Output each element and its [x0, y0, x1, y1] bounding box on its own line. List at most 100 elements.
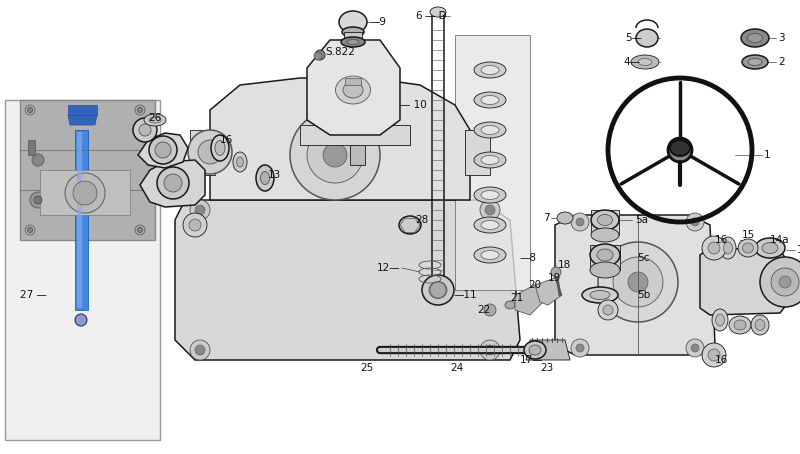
- Polygon shape: [140, 160, 205, 207]
- Circle shape: [598, 242, 678, 322]
- Ellipse shape: [591, 228, 619, 242]
- Ellipse shape: [505, 301, 515, 309]
- Text: 15: 15: [742, 230, 755, 240]
- Ellipse shape: [474, 92, 506, 108]
- Ellipse shape: [237, 157, 243, 167]
- Circle shape: [183, 213, 207, 237]
- Text: 5c: 5c: [637, 253, 650, 263]
- Ellipse shape: [734, 320, 746, 330]
- Text: 28: 28: [415, 215, 428, 225]
- Circle shape: [188, 130, 232, 174]
- Ellipse shape: [751, 315, 769, 335]
- Ellipse shape: [582, 287, 618, 303]
- Polygon shape: [465, 130, 490, 175]
- Ellipse shape: [474, 152, 506, 168]
- Ellipse shape: [748, 59, 762, 65]
- Polygon shape: [28, 140, 35, 155]
- Ellipse shape: [481, 191, 499, 199]
- Ellipse shape: [741, 29, 769, 47]
- Circle shape: [702, 236, 726, 260]
- Circle shape: [571, 213, 589, 231]
- Ellipse shape: [720, 237, 736, 259]
- Circle shape: [27, 227, 33, 232]
- Text: 19: 19: [548, 273, 562, 283]
- Polygon shape: [75, 130, 88, 310]
- Ellipse shape: [339, 11, 367, 33]
- Polygon shape: [350, 145, 365, 165]
- Circle shape: [485, 345, 495, 355]
- Ellipse shape: [591, 210, 619, 230]
- Ellipse shape: [430, 7, 446, 17]
- Circle shape: [760, 257, 800, 307]
- Ellipse shape: [481, 125, 499, 134]
- Ellipse shape: [481, 156, 499, 164]
- Circle shape: [65, 173, 105, 213]
- Text: 5—: 5—: [625, 33, 642, 43]
- Ellipse shape: [712, 309, 728, 331]
- Ellipse shape: [474, 217, 506, 233]
- Text: S.822: S.822: [325, 47, 355, 57]
- Circle shape: [686, 213, 704, 231]
- Ellipse shape: [729, 316, 751, 334]
- Text: —8: —8: [520, 253, 537, 263]
- Ellipse shape: [529, 345, 541, 355]
- Ellipse shape: [481, 65, 499, 74]
- Circle shape: [135, 105, 145, 115]
- Circle shape: [702, 343, 726, 367]
- Circle shape: [771, 268, 799, 296]
- Circle shape: [708, 349, 720, 361]
- Circle shape: [603, 305, 613, 315]
- Polygon shape: [77, 132, 82, 308]
- Polygon shape: [455, 35, 530, 290]
- Ellipse shape: [318, 76, 353, 94]
- Ellipse shape: [738, 239, 758, 257]
- Ellipse shape: [755, 238, 785, 258]
- Circle shape: [198, 140, 222, 164]
- Ellipse shape: [211, 135, 229, 161]
- Text: 23: 23: [540, 363, 554, 373]
- Circle shape: [73, 181, 97, 205]
- Circle shape: [25, 105, 35, 115]
- Ellipse shape: [144, 114, 166, 126]
- Ellipse shape: [742, 243, 754, 253]
- Text: 13: 13: [268, 170, 282, 180]
- Polygon shape: [68, 115, 97, 125]
- Circle shape: [598, 300, 618, 320]
- Text: 16: 16: [715, 235, 728, 245]
- Circle shape: [32, 154, 44, 166]
- Circle shape: [613, 257, 663, 307]
- Ellipse shape: [670, 140, 690, 156]
- Circle shape: [138, 108, 142, 113]
- Polygon shape: [138, 133, 188, 168]
- Circle shape: [314, 52, 322, 60]
- Polygon shape: [344, 32, 362, 42]
- Text: 16: 16: [220, 135, 234, 145]
- Circle shape: [25, 225, 35, 235]
- Circle shape: [485, 205, 495, 215]
- Ellipse shape: [742, 55, 768, 69]
- Text: 14a: 14a: [770, 235, 790, 245]
- Circle shape: [157, 167, 189, 199]
- Circle shape: [34, 196, 42, 204]
- Polygon shape: [526, 340, 570, 360]
- Ellipse shape: [590, 244, 620, 266]
- Ellipse shape: [524, 341, 546, 359]
- Text: 25: 25: [360, 363, 374, 373]
- Circle shape: [480, 200, 500, 220]
- Ellipse shape: [149, 117, 161, 123]
- Circle shape: [190, 200, 210, 220]
- Ellipse shape: [597, 249, 613, 261]
- Circle shape: [323, 143, 347, 167]
- Ellipse shape: [474, 247, 506, 263]
- Text: 21: 21: [510, 293, 523, 303]
- Ellipse shape: [590, 291, 610, 300]
- Ellipse shape: [474, 62, 506, 78]
- Ellipse shape: [631, 55, 659, 69]
- Circle shape: [668, 138, 692, 162]
- Circle shape: [628, 272, 648, 292]
- Polygon shape: [68, 105, 97, 115]
- Ellipse shape: [557, 212, 573, 224]
- Ellipse shape: [636, 29, 658, 47]
- Polygon shape: [591, 210, 619, 235]
- Circle shape: [75, 314, 87, 326]
